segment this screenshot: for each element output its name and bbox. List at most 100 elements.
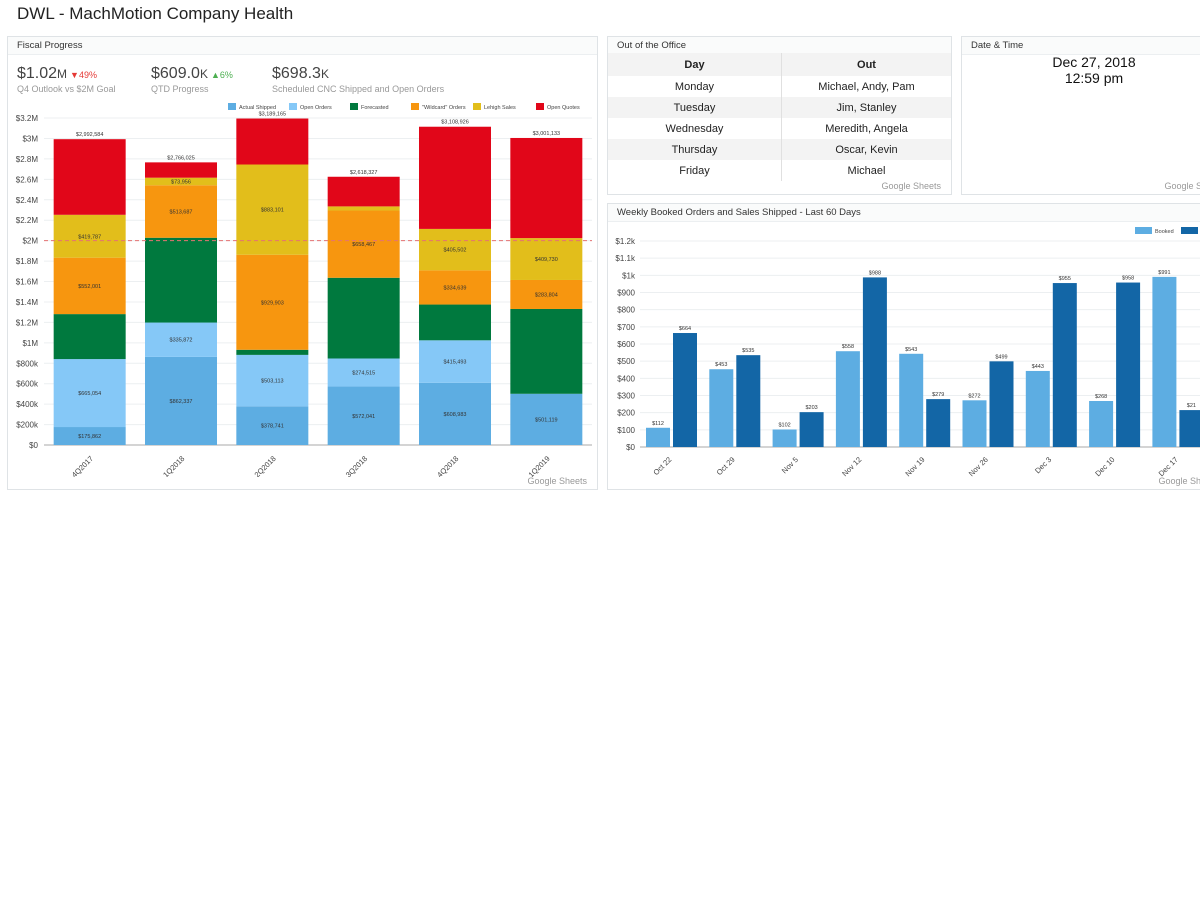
source-label: Google Sheets: [881, 181, 941, 191]
data-label: $503,113: [261, 379, 284, 385]
column-header-out: Out: [781, 53, 951, 76]
y-tick-label: $2M: [22, 237, 38, 246]
bar: [989, 361, 1014, 447]
data-label: $102: [778, 422, 790, 428]
bar: [862, 277, 887, 447]
current-time: 12:59 pm: [1064, 70, 1124, 86]
x-tick-label: Nov 19: [903, 455, 926, 478]
y-tick-label: $2.8M: [16, 155, 39, 164]
data-label: $608,983: [444, 412, 467, 418]
data-label: $334,639: [444, 285, 467, 291]
data-label: $112: [652, 421, 664, 427]
total-label: $2,766,025: [167, 155, 195, 161]
y-tick-label: $1k: [622, 271, 636, 280]
bar-segment: [419, 126, 491, 229]
bar-segment: [510, 279, 583, 309]
bar-segment: [419, 270, 491, 305]
y-tick-label: $3.2M: [16, 114, 39, 123]
kpi-delta: ▲6%: [210, 70, 233, 80]
data-label: $552,001: [78, 284, 101, 290]
kpi-value: $698.3K: [272, 65, 329, 82]
fiscal-progress-header: Fiscal Progress: [8, 37, 597, 55]
y-tick-label: $1M: [22, 339, 38, 348]
total-label: $3,108,926: [441, 120, 469, 126]
y-tick-label: $0: [626, 443, 635, 452]
data-label: $268: [1095, 394, 1107, 400]
bar-segment: [53, 214, 126, 258]
column-header-day: Day: [608, 53, 782, 76]
bar-segment: [327, 176, 400, 207]
kpi-label: Scheduled CNC Shipped and Open Orders: [272, 84, 445, 94]
bar: [736, 355, 761, 447]
data-label: $279: [932, 392, 944, 398]
y-tick-label: $700: [617, 323, 635, 332]
bar: [1052, 283, 1077, 447]
data-label: $453: [715, 362, 727, 368]
y-tick-label: $900: [617, 289, 635, 298]
bar-segment: [53, 257, 126, 315]
data-label: $883,101: [261, 208, 284, 214]
y-tick-label: $500: [617, 357, 635, 366]
total-label: $3,189,165: [259, 112, 287, 118]
bar-segment: [327, 358, 400, 387]
fiscal-progress-panel: Fiscal Progress $1.02M ▼49% Q4 Outlook vs…: [7, 36, 598, 490]
bar-segment: [419, 340, 491, 383]
bar-segment: [145, 177, 217, 186]
y-tick-label: $1.6M: [16, 278, 39, 287]
day-cell: Monday: [608, 76, 782, 97]
bar: [1025, 370, 1050, 447]
y-tick-label: $600k: [16, 380, 39, 389]
data-label: $513,687: [170, 209, 193, 215]
weekly-bar-chart: $0 $100 $200 $300 $400 $500 $600 $700 $800 $900 $1…: [615, 227, 1200, 478]
bar: [673, 333, 697, 447]
bar: [1116, 282, 1141, 447]
bar-segment: [236, 254, 309, 350]
data-label: $958: [1122, 276, 1134, 282]
total-label: $3,001,133: [533, 131, 561, 137]
day-cell: Tuesday: [608, 97, 782, 118]
date-time-header: Date & Time: [962, 37, 1200, 55]
data-label: $558: [842, 344, 854, 350]
y-tick-label: $2.6M: [16, 175, 39, 184]
kpi-qtd-progress: $609.0K ▲6% QTD Progress: [151, 65, 233, 94]
bar: [899, 353, 924, 447]
bar-segment: [419, 382, 491, 445]
table-row: Wednesday Meredith, Angela: [608, 118, 951, 139]
legend-swatch: [411, 103, 419, 110]
y-tick-label: $2.4M: [16, 196, 39, 205]
x-tick-label: Dec 17: [1157, 455, 1180, 478]
y-tick-label: $3M: [22, 134, 38, 143]
source-label: Google Sheets: [527, 476, 587, 486]
bar: [1089, 400, 1114, 447]
data-label: $21: [1187, 403, 1196, 409]
legend-swatch: [289, 103, 297, 110]
bar-segment: [53, 139, 126, 215]
kpi-label: Q4 Outlook vs $2M Goal: [17, 84, 116, 94]
table-row: Friday Michael: [608, 160, 951, 181]
data-label: $335,872: [170, 338, 193, 344]
bar: [799, 412, 824, 447]
bar: [835, 351, 860, 447]
page-title: DWL - MachMotion Company Health: [17, 4, 294, 23]
legend-swatch: [1135, 227, 1152, 234]
legend-label: Forecasted: [361, 105, 389, 111]
out-cell: Jim, Stanley: [781, 97, 951, 118]
y-tick-label: $100: [617, 426, 635, 435]
day-cell: Friday: [608, 160, 782, 181]
data-label: $929,903: [261, 300, 284, 306]
x-tick-label: Nov 12: [840, 455, 863, 478]
bar-segment: [53, 314, 126, 360]
bar-segment: [327, 277, 400, 359]
legend-label: Actual Shipped: [239, 105, 276, 111]
bar: [1152, 276, 1177, 447]
bar-segment: [236, 406, 309, 445]
weekly-orders-panel: Weekly Booked Orders and Sales Shipped -…: [607, 203, 1200, 490]
x-tick-label: Nov 26: [967, 455, 990, 478]
y-tick-label: $1.2k: [615, 237, 636, 246]
out-cell: Michael: [847, 164, 886, 177]
data-label: $991: [1158, 270, 1170, 276]
kpi-label: QTD Progress: [151, 84, 209, 94]
bar: [646, 427, 670, 447]
data-label: $73,956: [171, 179, 191, 185]
bar: [926, 399, 951, 447]
